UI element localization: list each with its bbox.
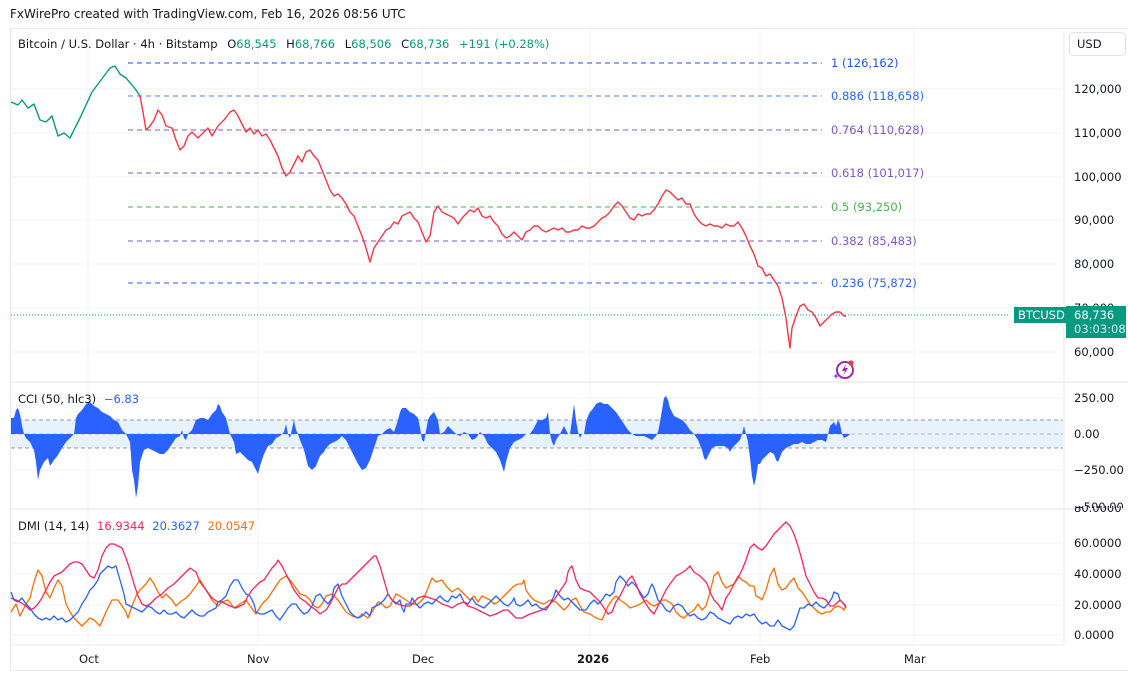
time-label-nov: Nov [247, 652, 270, 666]
cci-tick: 0.00 [1074, 427, 1100, 441]
cci-tick: 250.00 [1074, 391, 1115, 405]
price-tick: 80,000 [1074, 257, 1115, 271]
minus-di-value: 20.0547 [207, 519, 256, 533]
cci-title: CCI (50, hlc3) [18, 392, 97, 406]
price-tick: 90,000 [1074, 213, 1115, 227]
price-gridlines [11, 88, 1063, 636]
chart-credit: FxWirePro created with TradingView.com, … [10, 7, 406, 21]
cci-tick: −500.00 [1074, 500, 1124, 508]
currency-button[interactable]: USD [1069, 32, 1126, 56]
symbol-title: Bitcoin / U.S. Dollar · 4h · Bitstamp [18, 37, 218, 51]
high-value: 68,766 [294, 37, 336, 51]
cci-value: −6.83 [103, 392, 140, 406]
time-label-oct: Oct [79, 652, 99, 666]
time-label-mar: Mar [904, 652, 926, 666]
low-label: L [344, 37, 352, 51]
adx-line [10, 521, 847, 619]
minus-di-line [10, 567, 847, 627]
fib-label-0382: 0.382 (85,483) [831, 234, 917, 248]
fib-label-1: 1 (126,162) [831, 56, 899, 70]
low-value: 68,506 [351, 37, 392, 51]
fib-label-05: 0.5 (93,250) [831, 200, 903, 214]
cci-histogram [11, 396, 850, 498]
price-tick: 60,000 [1074, 345, 1115, 359]
price-tick: 100,000 [1074, 170, 1122, 184]
lightning-icon[interactable] [832, 358, 856, 382]
dmi-legend[interactable]: DMI (14, 14) 16.9344 20.3627 20.0547 [18, 519, 255, 533]
plus-di-line [10, 565, 847, 631]
plus-di-value: 20.3627 [152, 519, 200, 533]
close-label: C [401, 37, 410, 51]
fib-label-0236: 0.236 (75,872) [831, 276, 917, 290]
dmi-lines [10, 521, 847, 631]
open-value: 68,545 [236, 37, 277, 51]
time-label-feb: Feb [750, 652, 771, 666]
vertical-gridlines [87, 29, 915, 645]
chart-frame [10, 28, 1128, 671]
cci-tick: −250.00 [1074, 463, 1124, 477]
bar-countdown: 03:03:08 [1074, 322, 1126, 336]
symbol-tag: BTCUSD [1014, 307, 1069, 323]
cci-legend[interactable]: CCI (50, hlc3) −6.83 [18, 392, 139, 406]
fib-retracement-lines [128, 62, 822, 284]
adx-value: 16.9344 [97, 519, 145, 533]
dmi-tick: 40.0000 [1074, 567, 1122, 581]
time-label-2026: 2026 [577, 652, 610, 666]
fib-label-0886: 0.886 (118,658) [831, 89, 925, 103]
high-label: H [286, 37, 295, 51]
dmi-title: DMI (14, 14) [18, 519, 90, 533]
last-price-tag: 68,736 03:03:08 [1066, 306, 1126, 338]
open-label: O [227, 37, 237, 51]
fib-label-0764: 0.764 (110,628) [831, 123, 925, 137]
close-value: 68,736 [409, 37, 450, 51]
time-label-dec: Dec [412, 652, 435, 666]
price-candles [10, 65, 846, 349]
symbol-legend[interactable]: Bitcoin / U.S. Dollar · 4h · Bitstamp O6… [18, 37, 549, 51]
dmi-tick: 60.0000 [1074, 536, 1122, 550]
price-tick: 120,000 [1074, 82, 1122, 96]
dmi-tick: 80.0000 [1074, 506, 1122, 515]
price-tick: 110,000 [1074, 126, 1122, 140]
dmi-tick: 20.0000 [1074, 598, 1122, 612]
last-price: 68,736 [1074, 308, 1115, 322]
change-value: +191 (+0.28%) [459, 37, 550, 51]
dmi-tick: 0.0000 [1074, 628, 1115, 642]
fib-label-0618: 0.618 (101,017) [831, 166, 925, 180]
